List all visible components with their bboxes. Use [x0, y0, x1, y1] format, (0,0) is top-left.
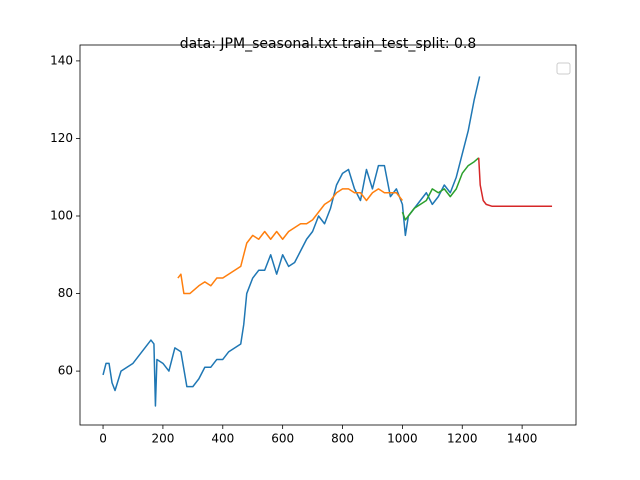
x-tick-label: 200	[151, 432, 174, 446]
y-tick-label: 80	[58, 286, 73, 300]
y-tick-label: 140	[50, 53, 73, 67]
legend-box	[556, 62, 571, 75]
x-tick-label: 1000	[387, 432, 418, 446]
x-tick-label: 600	[271, 432, 294, 446]
x-tick-label: 0	[99, 432, 107, 446]
x-tick-label: 400	[211, 432, 234, 446]
axes-frame	[79, 44, 577, 426]
series-line	[177, 188, 403, 295]
series-line	[477, 157, 553, 208]
series-line	[401, 157, 480, 221]
plot-area	[102, 76, 553, 407]
x-tick-label: 800	[331, 432, 354, 446]
y-tick-label: 100	[50, 209, 73, 223]
y-tick-label: 60	[58, 364, 73, 378]
x-tick-label: 1400	[507, 432, 538, 446]
y-tick-label: 120	[50, 131, 73, 145]
chart-title: data: JPM_seasonal.txt train_test_split:…	[180, 36, 477, 52]
x-tick-label: 1200	[447, 432, 478, 446]
